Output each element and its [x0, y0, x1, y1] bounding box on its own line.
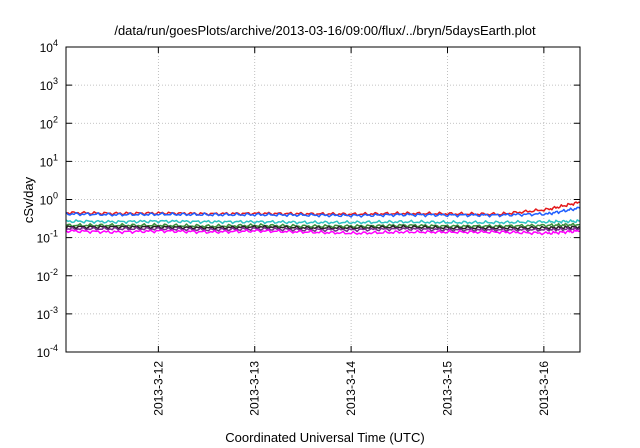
- y-tick-label: 100: [40, 191, 58, 208]
- x-tick-label: 2013-3-15: [440, 361, 454, 416]
- x-tick-label: 2013-3-13: [248, 361, 262, 416]
- y-tick-label: 104: [40, 38, 58, 55]
- series-line-5: [65, 224, 580, 231]
- y-tick-label: 101: [40, 152, 58, 169]
- x-tick-label: 2013-3-14: [344, 361, 358, 416]
- x-tick-label: 2013-3-16: [537, 361, 551, 416]
- series-line-3: [65, 219, 581, 225]
- y-tick-label: 103: [40, 76, 58, 93]
- x-axis-label: Coordinated Universal Time (UTC): [225, 430, 424, 445]
- grid: [66, 47, 580, 352]
- y-tick-label: 10-1: [37, 229, 58, 246]
- series-line-4: [65, 222, 581, 229]
- y-tick-label: 102: [40, 114, 58, 131]
- series-line-2: [65, 206, 581, 218]
- x-tick-label: 2013-3-12: [151, 361, 165, 416]
- axis-ticks: [66, 46, 580, 353]
- series-line-7: [65, 228, 581, 236]
- y-tick-label: 10-4: [37, 343, 58, 360]
- y-tick-label: 10-3: [37, 305, 58, 322]
- series-line-6: [65, 226, 580, 233]
- series-group: [65, 201, 581, 236]
- y-tick-label: 10-2: [37, 267, 58, 284]
- x-tick-labels: 2013-3-12 2013-3-13 2013-3-14 2013-3-15 2013…: [151, 361, 551, 416]
- y-axis-label: cSv/day: [21, 176, 36, 223]
- chart-title: /data/run/goesPlots/archive/2013-03-16/0…: [114, 23, 536, 38]
- y-tick-labels: 10-4 10-3 10-2 10-1 100 101 102 103 104: [37, 38, 58, 360]
- plot-frame: [65, 46, 581, 353]
